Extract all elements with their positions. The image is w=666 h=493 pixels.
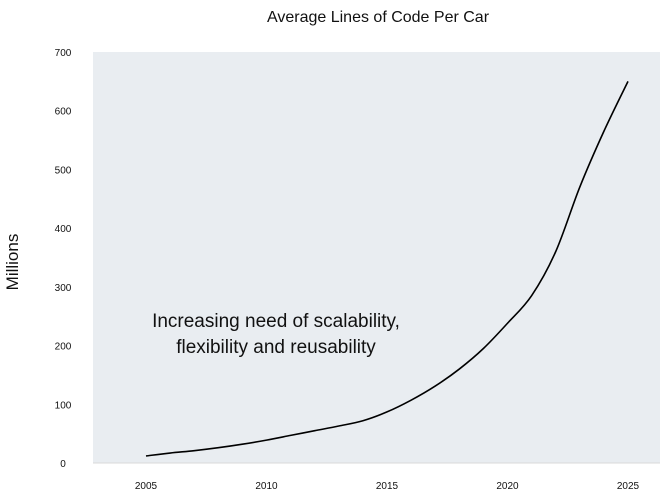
data-point <box>289 434 292 437</box>
x-tick-label: 2010 <box>255 481 278 492</box>
data-point <box>554 250 557 253</box>
data-point <box>578 186 581 189</box>
x-tick-labels: 2005 2010 2015 2020 2025 <box>135 481 640 492</box>
x-tick-label: 2025 <box>617 481 640 492</box>
y-axis-label: Millions <box>3 234 22 291</box>
y-tick-label: 700 <box>55 48 72 59</box>
data-point <box>506 322 509 325</box>
annotation-line-2: flexibility and reusability <box>176 337 376 358</box>
data-point <box>602 130 605 133</box>
y-tick-label: 300 <box>55 283 72 294</box>
data-point <box>482 347 485 350</box>
y-tick-label: 500 <box>55 165 72 176</box>
data-point <box>627 80 630 83</box>
data-point <box>361 419 364 422</box>
plot-area <box>93 52 660 463</box>
y-tick-label: 400 <box>55 224 72 235</box>
data-point <box>386 410 389 413</box>
y-tick-label: 600 <box>55 107 72 118</box>
y-tick-label: 0 <box>60 459 66 470</box>
x-tick-label: 2005 <box>135 481 158 492</box>
data-point <box>193 449 196 452</box>
y-tick-label: 100 <box>55 400 72 411</box>
x-tick-label: 2015 <box>376 481 399 492</box>
data-point <box>217 446 220 449</box>
data-point <box>313 429 316 432</box>
y-tick-label: 200 <box>55 342 72 353</box>
x-tick-label: 2020 <box>496 481 519 492</box>
data-point <box>241 443 244 446</box>
data-point <box>145 454 148 457</box>
data-point <box>337 425 340 428</box>
chart-title: Average Lines of Code Per Car <box>267 9 490 26</box>
series-line <box>145 81 629 457</box>
data-point <box>434 385 437 388</box>
data-point <box>458 368 461 371</box>
data-point <box>410 399 413 402</box>
data-point <box>530 294 533 297</box>
data-point <box>169 452 172 455</box>
annotation-line-1: Increasing need of scalability, <box>152 311 400 332</box>
y-tick-labels: 0 100 200 300 400 500 600 700 <box>55 48 72 470</box>
data-point <box>265 439 268 442</box>
